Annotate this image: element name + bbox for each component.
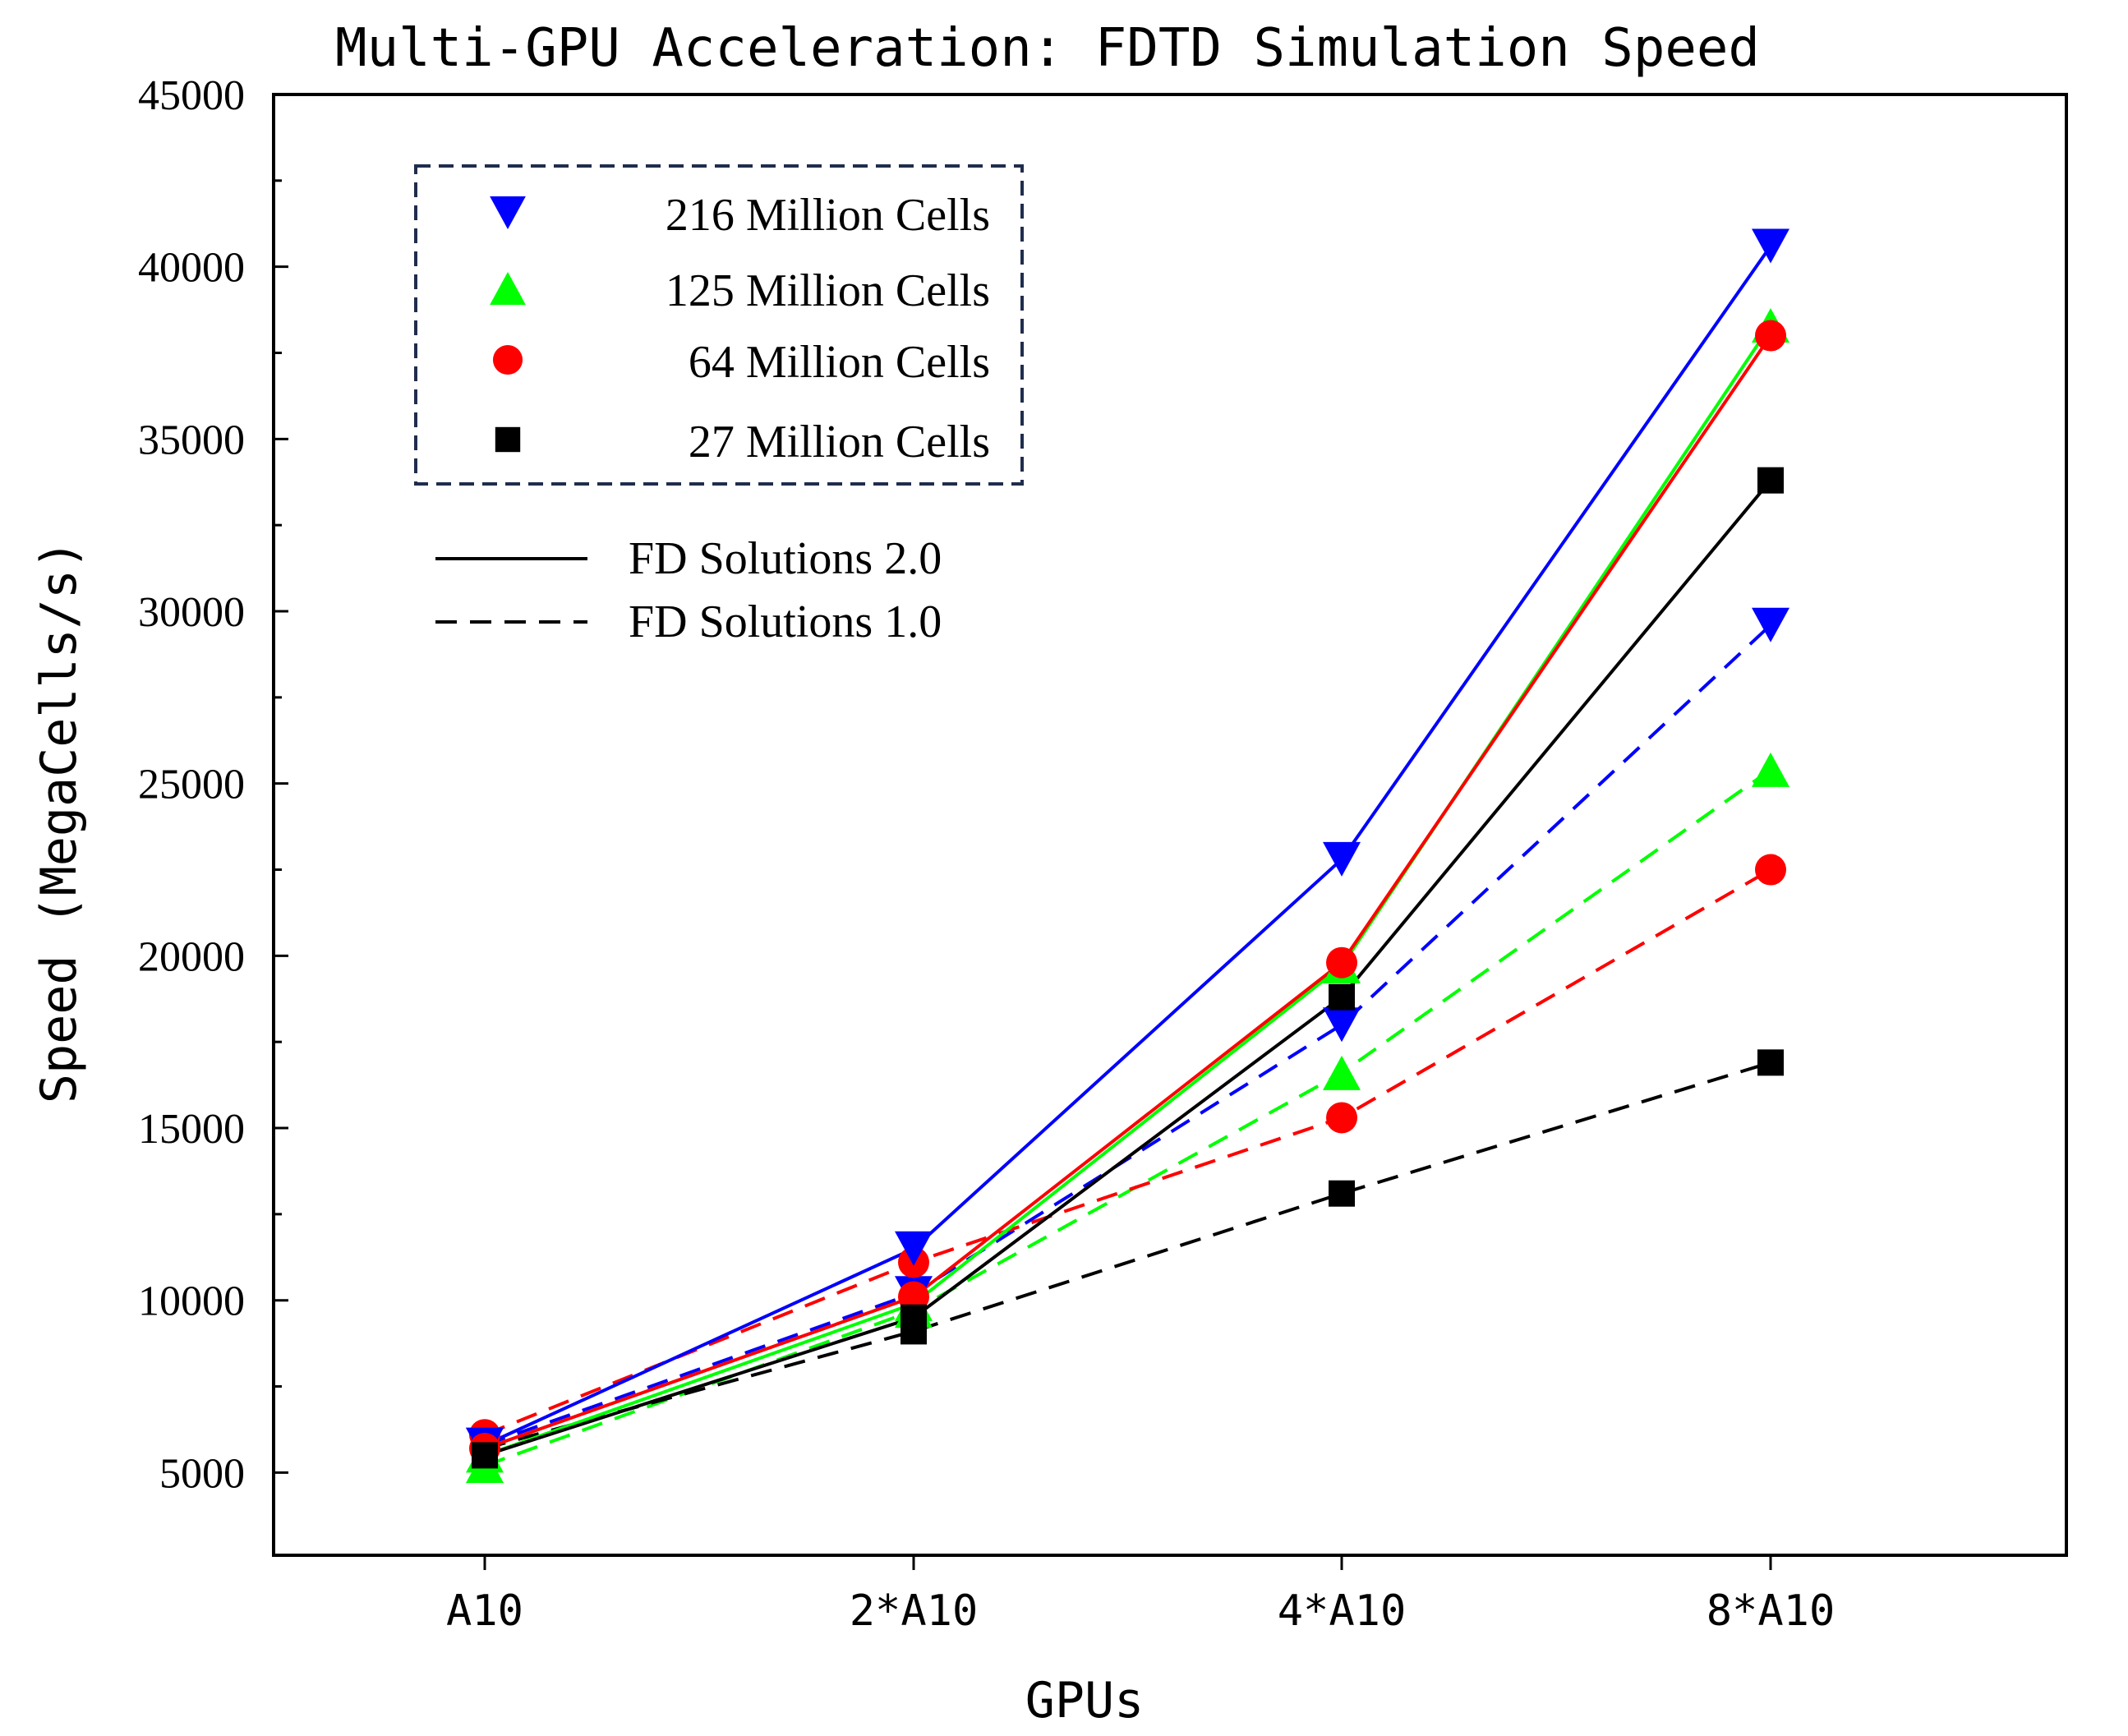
data-point-marker: [1752, 752, 1789, 787]
legend-label: 27 Million Cells: [689, 417, 990, 467]
legend: 216 Million Cells 125 Million Cells 64 Mil…: [414, 164, 1024, 647]
data-point-marker: [1752, 228, 1789, 264]
data-point-marker: [895, 1231, 933, 1266]
series-lines: [484, 245, 1772, 1467]
data-point-marker: [1329, 1180, 1355, 1207]
series-line: [484, 768, 1772, 1467]
legend-marker-entries: 216 Million Cells 125 Million Cells 64 Mil…: [490, 190, 990, 467]
data-point-marker: [1757, 467, 1784, 494]
data-point-marker: [1326, 946, 1357, 979]
y-axis: 5000 10000 15000 20000 25000 30000 35000 40000 4…: [138, 72, 288, 1497]
legend-label: FD Solutions 2.0: [629, 533, 942, 584]
series-line: [484, 624, 1772, 1447]
data-point-marker: [900, 1304, 927, 1331]
legend-line-entries: FD Solutions 2.0 FD Solutions 1.0: [435, 533, 942, 647]
y-tick-label: 5000: [159, 1450, 245, 1497]
legend-marker: [490, 272, 526, 305]
y-tick-label: 35000: [138, 417, 245, 463]
data-point-marker: [1755, 854, 1786, 886]
y-axis-title: Speed (MegaCells/s): [30, 540, 88, 1103]
x-tick-label: 8*A10: [1707, 1586, 1836, 1636]
legend-label: 216 Million Cells: [666, 190, 990, 241]
legend-label: 125 Million Cells: [666, 265, 990, 316]
data-point-marker: [1323, 841, 1361, 877]
x-tick-label: A10: [446, 1586, 523, 1636]
series-markers: [466, 228, 1789, 1483]
legend-marker: [492, 344, 523, 375]
series-line: [484, 868, 1772, 1437]
legend-marker: [490, 196, 526, 229]
data-point-marker: [1757, 1049, 1784, 1076]
x-axis-title: GPUs: [1025, 1672, 1145, 1729]
series-line: [484, 245, 1772, 1447]
data-point-marker: [1752, 607, 1789, 642]
y-tick-label: 10000: [138, 1278, 245, 1325]
legend-box: [414, 164, 1024, 486]
data-point-marker: [1323, 1055, 1361, 1090]
y-tick-label: 30000: [138, 589, 245, 636]
legend-marker: [495, 426, 521, 453]
x-axis: A10 2*A10 4*A10 8*A10: [446, 1555, 1835, 1636]
series-line: [484, 479, 1772, 1457]
y-tick-label: 15000: [138, 1106, 245, 1153]
x-tick-label: 4*A10: [1278, 1586, 1407, 1636]
plot-frame: [272, 93, 2068, 1557]
series-line: [484, 324, 1772, 1457]
data-point-marker: [472, 1442, 498, 1469]
data-point-marker: [1755, 320, 1786, 352]
y-tick-label: 20000: [138, 933, 245, 980]
y-tick-label: 45000: [138, 72, 245, 119]
y-tick-label: 40000: [138, 245, 245, 292]
series-line: [484, 334, 1772, 1450]
y-tick-label: 25000: [138, 762, 245, 808]
series-line: [484, 1061, 1771, 1450]
data-point-marker: [1326, 1102, 1357, 1134]
legend-label: 64 Million Cells: [689, 337, 990, 388]
chart-title: Multi-GPU Acceleration: FDTD Simulation …: [335, 18, 1760, 79]
data-point-marker: [1329, 983, 1355, 1011]
data-point-marker: [1323, 1007, 1361, 1043]
x-tick-label: 2*A10: [850, 1586, 979, 1636]
legend-label: FD Solutions 1.0: [629, 596, 942, 647]
